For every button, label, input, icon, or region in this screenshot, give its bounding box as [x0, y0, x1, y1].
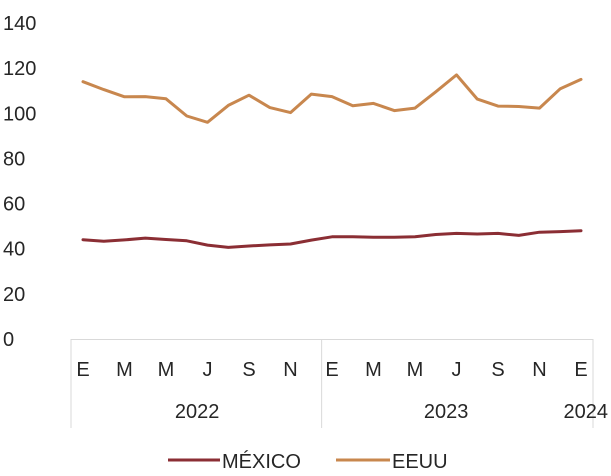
- series-line-m-xico: [81, 229, 583, 249]
- y-tick-label: 40: [3, 239, 25, 261]
- y-tick-label: 20: [3, 284, 25, 306]
- x-axis: E M M J S N E M M J S N E 2022 2023 2024: [70, 339, 609, 428]
- year-group-label: 2022: [175, 401, 220, 423]
- y-tick-label: 60: [3, 194, 25, 216]
- legend-label: EEUU: [392, 451, 448, 471]
- series-lines: [81, 73, 583, 249]
- y-tick-label: 140: [3, 13, 36, 35]
- x-tick-label: E: [574, 359, 587, 381]
- x-tick-label: E: [76, 359, 89, 381]
- y-tick-label: 80: [3, 148, 25, 170]
- x-tick-label: S: [242, 359, 255, 381]
- x-tick-label: M: [116, 359, 133, 381]
- year-group-label: 2023: [424, 401, 469, 423]
- x-tick-label: M: [407, 359, 424, 381]
- y-tick-label: 0: [3, 329, 14, 351]
- x-tick-label: M: [158, 359, 175, 381]
- y-axis: 0 20 40 60 80 100 120 140: [3, 13, 36, 351]
- legend-label: MÉXICO: [222, 450, 301, 471]
- x-tick-label: N: [532, 359, 546, 381]
- x-tick-label: E: [325, 359, 338, 381]
- x-tick-label: M: [365, 359, 382, 381]
- y-tick-label: 120: [3, 58, 36, 80]
- y-tick-label: 100: [3, 103, 36, 125]
- x-tick-label: J: [203, 359, 213, 381]
- year-group-label: 2024: [564, 401, 609, 423]
- legend: MÉXICO EEUU: [168, 450, 448, 473]
- series-line-eeuu: [81, 73, 583, 124]
- x-tick-label: N: [283, 359, 297, 381]
- x-tick-label: J: [452, 359, 462, 381]
- x-tick-label: S: [491, 359, 504, 381]
